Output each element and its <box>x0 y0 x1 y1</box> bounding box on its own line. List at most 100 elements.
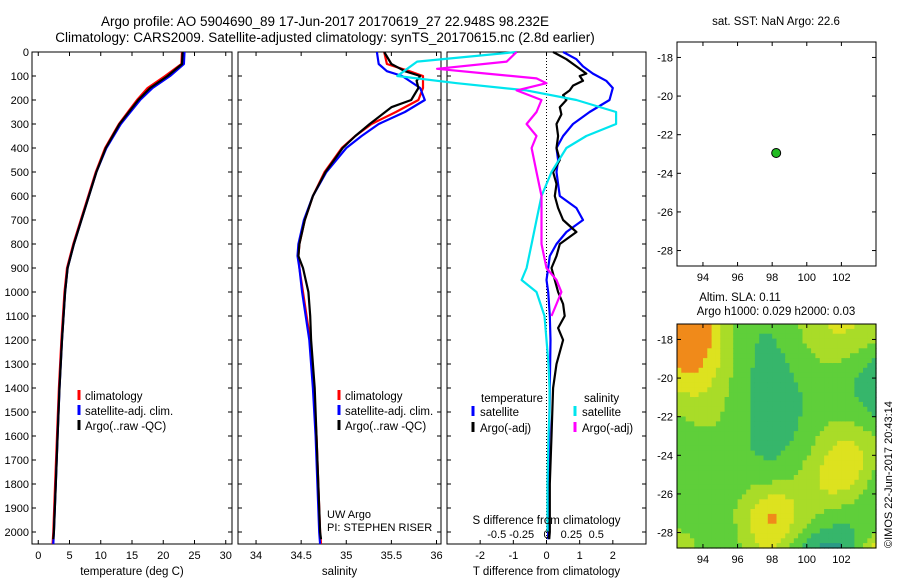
heatmap-cell <box>741 343 747 349</box>
heatmap-cell <box>677 348 682 354</box>
heatmap-cell <box>798 523 803 530</box>
heatmap-cell <box>759 343 765 349</box>
heatmap-cell <box>793 475 799 481</box>
legend-label: satellite-adj. clim. <box>85 406 173 418</box>
heatmap-cell <box>785 475 791 481</box>
heatmap-cell <box>715 489 721 496</box>
heatmap-cell <box>690 382 695 388</box>
heatmap-cell <box>789 440 795 447</box>
heatmap-cell <box>841 353 847 359</box>
heatmap-cell <box>733 353 739 359</box>
heatmap-cell <box>806 436 812 442</box>
heatmap-cell <box>737 479 743 486</box>
heatmap-cell <box>698 387 704 393</box>
heatmap-cell <box>776 518 782 525</box>
heatmap-cell <box>845 333 851 340</box>
heatmap-cell <box>780 465 786 471</box>
heatmap-cell <box>806 431 812 437</box>
heatmap-cell <box>728 450 734 457</box>
heatmap-cell <box>677 518 682 525</box>
heatmap-cell <box>858 465 864 471</box>
heatmap-cell <box>703 445 708 452</box>
heatmap-cell <box>754 358 760 364</box>
heatmap-cell <box>737 348 743 354</box>
heatmap-cell <box>763 338 769 345</box>
heatmap-cell <box>815 543 821 549</box>
heatmap-cell <box>802 470 808 476</box>
heatmap-cell <box>728 324 734 330</box>
heatmap-cell <box>867 333 873 340</box>
heatmap-cell <box>763 470 769 476</box>
heatmap-cell <box>841 367 847 374</box>
heatmap-cell <box>681 465 687 471</box>
heatmap-cell <box>824 509 829 515</box>
heatmap-cell <box>867 504 873 510</box>
heatmap-cell <box>698 475 704 481</box>
heatmap-cell <box>828 489 834 496</box>
heatmap-cell <box>832 406 838 413</box>
heatmap-cell <box>763 440 769 447</box>
heatmap-cell <box>746 382 752 388</box>
heatmap-cell <box>854 518 860 525</box>
heatmap-cell <box>737 397 743 403</box>
heatmap-cell <box>763 392 769 398</box>
heatmap-cell <box>845 450 851 457</box>
heatmap-cell <box>728 426 734 432</box>
heatmap-cell <box>772 411 778 418</box>
heatmap-cell <box>793 499 799 505</box>
heatmap-cell <box>845 494 851 500</box>
heatmap-cell <box>767 465 773 471</box>
heatmap-cell <box>711 513 717 520</box>
heatmap-cell <box>677 533 682 539</box>
heatmap-cell <box>677 484 682 491</box>
heatmap-cell <box>715 421 721 427</box>
heatmap-cell <box>824 450 829 457</box>
heatmap-cell <box>806 475 812 481</box>
heatmap-cell <box>715 377 721 384</box>
heatmap-cell <box>724 328 730 335</box>
heatmap-cell <box>819 445 825 452</box>
heatmap-cell <box>715 460 721 466</box>
heatmap-cell <box>750 543 756 549</box>
heatmap-cell <box>793 533 799 539</box>
heatmap-cell <box>798 333 803 340</box>
heatmap-cell <box>685 465 691 471</box>
heatmap-cell <box>780 543 786 549</box>
heatmap-cell <box>711 479 717 486</box>
heatmap-cell <box>694 411 700 418</box>
heatmap-cell <box>707 460 713 466</box>
heatmap-cell <box>746 455 752 461</box>
heatmap-cell <box>681 401 687 408</box>
heatmap-cell <box>858 367 864 374</box>
heatmap-cell <box>737 533 743 539</box>
heatmap-cell <box>759 367 765 374</box>
heatmap-cell <box>854 538 860 544</box>
heatmap-cell <box>824 358 829 364</box>
heatmap-cell <box>733 367 739 374</box>
heatmap-cell <box>793 494 799 500</box>
heatmap-cell <box>746 436 752 442</box>
heatmap-cell <box>850 455 855 461</box>
heatmap-cell <box>785 538 791 544</box>
heatmap-cell <box>819 377 825 384</box>
heatmap-cell <box>720 421 726 427</box>
heatmap-cell <box>806 460 812 466</box>
y-tick-label: 800 <box>11 239 29 251</box>
heatmap-cell <box>837 479 842 486</box>
heatmap-cell <box>746 538 752 544</box>
heatmap-cell <box>815 372 821 379</box>
heatmap-cell <box>759 543 765 549</box>
heatmap-cell <box>677 440 682 447</box>
heatmap-cell <box>690 387 695 393</box>
heatmap-cell <box>707 465 713 471</box>
heatmap-cell <box>789 528 795 534</box>
heatmap-cell <box>811 387 816 393</box>
heatmap-cell <box>867 465 873 471</box>
heatmap-cell <box>858 377 864 384</box>
heatmap-cell <box>780 372 786 379</box>
heatmap-cell <box>750 416 756 422</box>
heatmap-cell <box>837 436 842 442</box>
heatmap-cell <box>750 367 756 374</box>
heatmap-cell <box>728 499 734 505</box>
heatmap-cell <box>832 324 838 330</box>
